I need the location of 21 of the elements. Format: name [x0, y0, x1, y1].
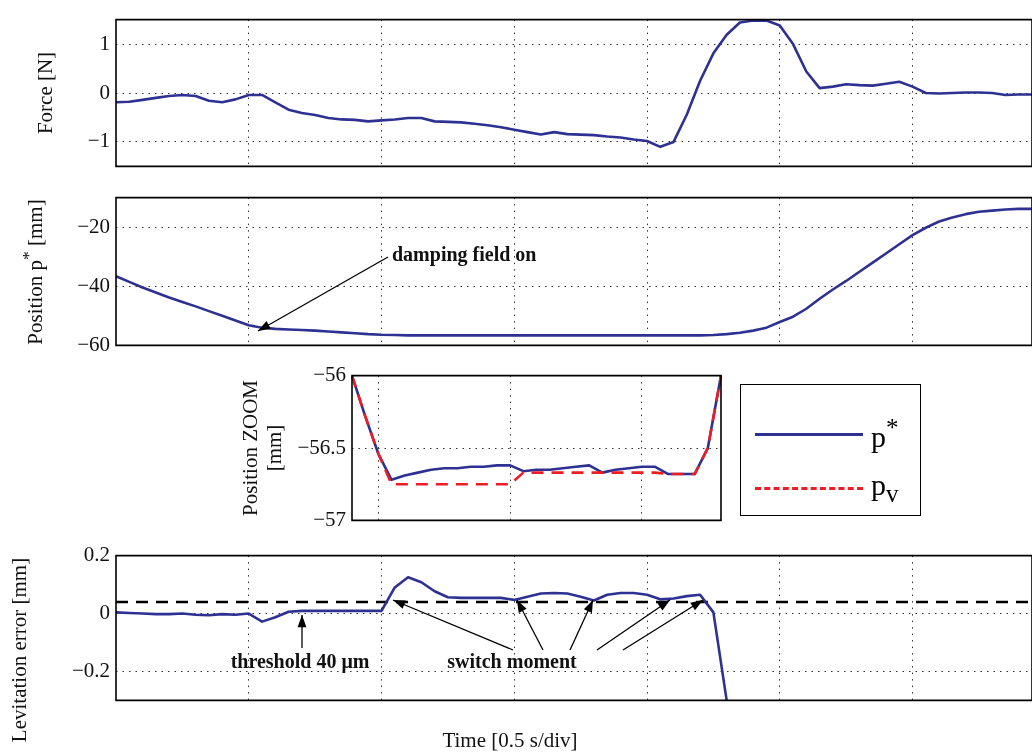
y-tick-label: −0.2 — [71, 657, 110, 682]
y-tick-label: 0 — [99, 79, 110, 104]
y-tick-label: −57 — [313, 506, 346, 531]
y-axis-title: Position ZOOM [mm] — [237, 379, 287, 518]
legend-label: threshold 40 μm — [230, 650, 370, 674]
y-tick-label: −60 — [77, 331, 110, 356]
y-tick-label: −40 — [77, 272, 110, 297]
annotation: damping field on — [392, 243, 537, 267]
legend-label: p$_{v}$ — [871, 468, 899, 508]
y-tick-label: 1 — [99, 30, 110, 55]
y-tick-label: −20 — [77, 213, 110, 238]
y-tick-label: −1 — [87, 128, 110, 153]
annotation: switch moment — [447, 650, 578, 673]
legend-label: p$^{*}$ — [871, 414, 899, 454]
x-axis-title: Time [0.5 s/div] — [442, 728, 578, 753]
y-axis-title: Force [N] — [32, 51, 58, 135]
y-tick-label: −56 — [313, 362, 346, 387]
y-tick-label: −56.5 — [297, 434, 346, 459]
y-tick-label: 0.2 — [83, 542, 110, 567]
y-axis-title: Levitation error [mm] — [6, 557, 32, 743]
y-tick-label: 0 — [99, 600, 110, 625]
